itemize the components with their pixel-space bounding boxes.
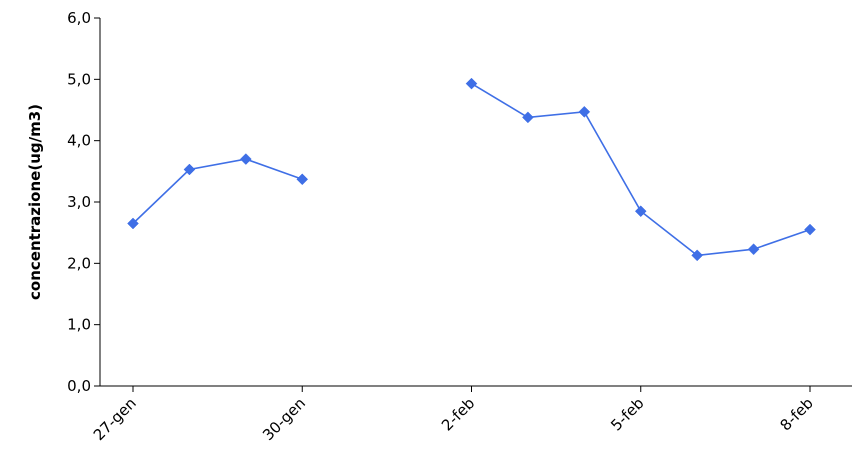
data-point: [634, 205, 647, 218]
data-point: [239, 153, 252, 165]
x-tick-label: 27-gen: [90, 394, 140, 444]
data-point: [183, 163, 196, 176]
x-tick-label: 8-feb: [777, 394, 817, 434]
x-tick-label: 30-gen: [259, 394, 309, 444]
data-point: [522, 111, 534, 124]
y-tick-label: 2,0: [67, 254, 91, 272]
data-point: [127, 217, 139, 230]
data-point: [691, 249, 704, 262]
y-tick-label: 5,0: [67, 70, 91, 88]
plot-area: 0,0 1,0 2,0 3,0 4,0 5,0 6,0 27-gen 30-gen 2-feb 5-…: [67, 9, 852, 444]
data-point: [804, 223, 816, 236]
x-tick-label: 2-feb: [438, 394, 478, 434]
y-tick-label: 0,0: [67, 377, 91, 395]
y-tick-label: 4,0: [67, 132, 91, 150]
data-point: [578, 105, 591, 118]
y-tick-label: 3,0: [67, 193, 91, 211]
data-point: [747, 243, 760, 256]
data-point: [296, 173, 309, 186]
y-axis-title: concentrazione(ug/m3): [26, 104, 44, 300]
x-tick-label: 5-feb: [607, 394, 647, 434]
series-line: [471, 82, 811, 257]
y-tick-label: 1,0: [67, 316, 91, 334]
y-tick-label: 6,0: [67, 9, 91, 27]
series-line: [132, 158, 303, 225]
data-point: [465, 77, 478, 90]
